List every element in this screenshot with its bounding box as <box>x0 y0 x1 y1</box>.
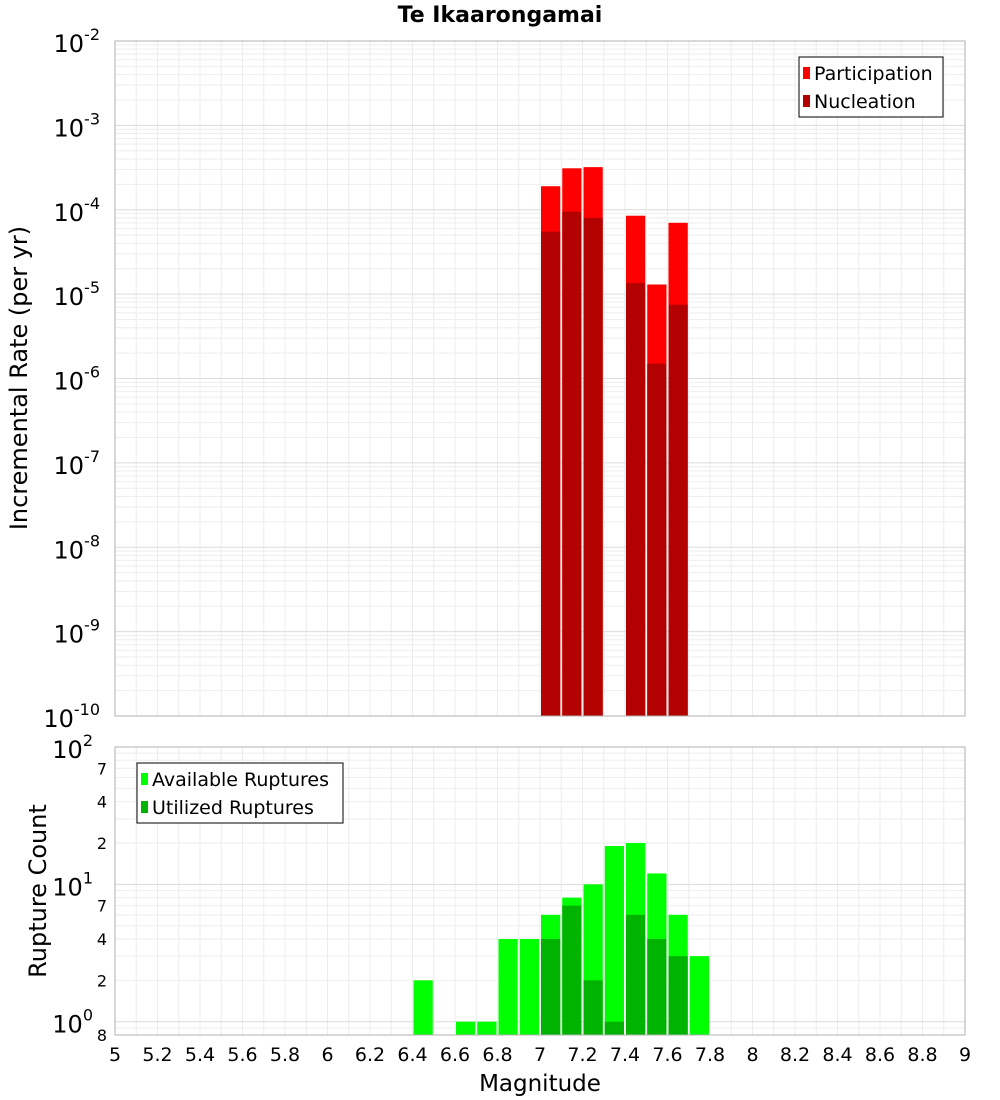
utilized-ruptures-bar <box>647 939 667 1035</box>
available-ruptures-bar <box>519 939 539 1035</box>
chart-title: Te Ikaarongamai <box>398 3 603 28</box>
legend-label: Available Ruptures <box>152 769 329 791</box>
y-tick-label: 10-9 <box>54 616 101 649</box>
utilized-ruptures-bar <box>626 914 646 1035</box>
legend-box <box>798 56 944 118</box>
legend-swatch <box>141 773 148 785</box>
y-minor-tick-label: 7 <box>97 897 107 916</box>
x-tick-label: 6 <box>321 1044 333 1066</box>
bottom-plot-area: 100 101 102 8 2 4 7 2 4 7 Available Ruptures Utiliz… <box>52 731 971 1066</box>
x-tick-label: 6.6 <box>440 1044 470 1066</box>
x-tick-label: 8.8 <box>907 1044 937 1066</box>
available-ruptures-bar <box>456 1021 476 1035</box>
x-tick-label: 7.6 <box>652 1044 682 1066</box>
y-tick-label: 10-8 <box>54 531 101 564</box>
x-tick-label: 6.8 <box>482 1044 512 1066</box>
nucleation-bar <box>541 231 561 716</box>
plot-frame <box>114 40 966 717</box>
y-tick-label: 10-5 <box>54 278 101 311</box>
nucleation-bar <box>583 217 603 716</box>
x-tick-label: 7.2 <box>567 1044 597 1066</box>
y-minor-tick-label: 4 <box>97 793 107 812</box>
y-tick-label: 10-2 <box>54 25 101 58</box>
utilized-ruptures-bar <box>668 956 688 1035</box>
x-tick-label: 8.6 <box>865 1044 895 1066</box>
available-ruptures-bar <box>604 846 624 1035</box>
legend-box <box>136 762 344 824</box>
y-tick-label: 100 <box>52 1006 93 1039</box>
utilized-ruptures-bar <box>562 905 582 1035</box>
x-tick-label: 8 <box>746 1044 758 1066</box>
x-tick-label: 8.2 <box>780 1044 810 1066</box>
legend: Participation Nucleation <box>798 56 944 118</box>
x-tick-label: 7 <box>534 1044 546 1066</box>
y-tick-label: 10-6 <box>54 363 101 396</box>
nucleation-bar <box>626 283 646 716</box>
x-tick-label: 6.2 <box>355 1044 385 1066</box>
x-tick-label: 7.8 <box>695 1044 725 1066</box>
nucleation-bar <box>647 363 667 716</box>
x-axis-label: Magnitude <box>479 1071 601 1097</box>
x-tick-label: 5 <box>109 1044 121 1066</box>
nucleation-bar <box>562 211 582 716</box>
nucleation-bar <box>668 304 688 716</box>
legend-swatch <box>803 95 810 107</box>
available-ruptures-bar <box>477 1021 497 1035</box>
x-tick-label: 8.4 <box>822 1044 852 1066</box>
legend: Available Ruptures Utilized Ruptures <box>136 762 344 824</box>
available-ruptures-bar <box>498 939 518 1035</box>
y-tick-label: 101 <box>52 868 93 901</box>
y-minor-tick-label: 4 <box>97 930 107 949</box>
x-tick-label: 7.4 <box>610 1044 640 1066</box>
y-minor-tick-label: 8 <box>97 1026 107 1045</box>
legend-swatch <box>803 67 810 79</box>
x-tick-label: 6.4 <box>397 1044 427 1066</box>
top-y-axis-label: Incremental Rate (per yr) <box>5 226 33 530</box>
utilized-ruptures-bar <box>604 1021 624 1035</box>
y-minor-tick-label: 2 <box>97 971 107 990</box>
legend-label: Utilized Ruptures <box>152 797 314 819</box>
y-minor-tick-label: 7 <box>97 759 107 778</box>
x-tick-label: 5.2 <box>142 1044 172 1066</box>
y-tick-label: 102 <box>52 731 93 764</box>
x-tick-label: 5.8 <box>270 1044 300 1066</box>
plot-frame <box>114 746 966 1036</box>
x-tick-label: 5.4 <box>185 1044 215 1066</box>
bottom-y-axis-label: Rupture Count <box>24 804 52 978</box>
x-tick-label: 5.6 <box>227 1044 257 1066</box>
y-tick-label: 10-10 <box>43 700 100 733</box>
y-tick-label: 10-7 <box>54 447 101 480</box>
utilized-ruptures-bar <box>583 980 603 1035</box>
y-minor-tick-label: 2 <box>97 834 107 853</box>
legend-label: Participation <box>814 63 933 85</box>
x-tick-label: 9 <box>959 1044 971 1066</box>
top-plot-area: 10-10 10-9 10-8 10-7 10-6 10-5 10-4 10-3 10-2 Par… <box>43 25 966 733</box>
y-tick-label: 10-3 <box>54 109 101 142</box>
legend-label: Nucleation <box>814 91 916 113</box>
y-tick-label: 10-4 <box>54 194 101 227</box>
legend-swatch <box>141 801 148 813</box>
utilized-ruptures-bar <box>541 939 561 1035</box>
available-ruptures-bar <box>689 956 709 1035</box>
available-ruptures-bar <box>413 980 433 1035</box>
